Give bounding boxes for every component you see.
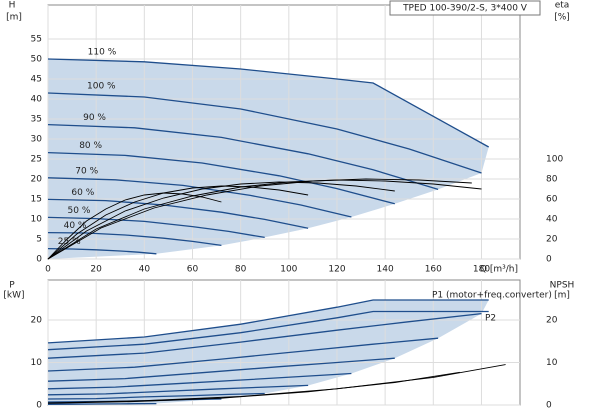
x-tick-label: 80	[235, 265, 247, 275]
y-tick-label: 15	[31, 195, 42, 205]
x-tick-label: 60	[187, 265, 199, 275]
y-tick-label: 10	[31, 215, 43, 225]
y-tick-label: 35	[31, 115, 42, 125]
secondary-curve	[47, 364, 506, 404]
secondary-curve	[47, 185, 309, 260]
y2-tick-label: 0	[546, 401, 552, 411]
y2-tick-label: 40	[546, 215, 558, 225]
x-tick-label: 0	[45, 265, 51, 275]
curve	[47, 299, 489, 344]
x-tick-label: 180	[473, 265, 490, 275]
curve-label: 100 %	[87, 82, 116, 92]
secondary-curve	[47, 179, 482, 260]
curve	[47, 312, 482, 359]
y2-tick-label: 0	[546, 255, 552, 265]
chart-title: TPED 100-390/2-S, 3*400 V	[402, 4, 528, 14]
curve-label: 25 %	[58, 237, 81, 247]
curve-label: 80 %	[79, 141, 102, 151]
curve	[47, 216, 265, 239]
annotation: P2	[485, 314, 496, 324]
curve	[47, 392, 265, 400]
y-tick-label: 45	[31, 75, 42, 85]
curve-label: 50 %	[68, 206, 91, 216]
curve	[47, 357, 395, 382]
y2-axis-label: eta	[555, 1, 570, 11]
y-tick-label: 20	[31, 315, 43, 325]
y-tick-label: 0	[36, 255, 42, 265]
y2-tick-label: 80	[546, 175, 558, 185]
y-tick-label: 20	[31, 175, 43, 185]
y-tick-label: 40	[31, 95, 43, 105]
y2-tick-label: 100	[546, 155, 563, 165]
curve	[47, 247, 157, 255]
x-tick-label: 140	[377, 265, 394, 275]
curve	[47, 231, 222, 247]
y-axis-unit: [m]	[6, 13, 22, 23]
y-axis-label: P	[9, 281, 15, 291]
y-tick-label: 0	[36, 401, 42, 411]
y-tick-label: 50	[31, 55, 43, 65]
x-axis-label: Q [m³/h]	[480, 265, 518, 275]
curve	[47, 177, 352, 218]
curve	[47, 372, 352, 390]
title-box	[389, 0, 541, 16]
x-tick-label: 40	[139, 265, 151, 275]
y2-tick-label: 20	[546, 315, 558, 325]
annotation: P1 (motor+freq.converter)	[432, 291, 552, 301]
secondary-curve	[47, 192, 222, 260]
x-tick-label: 100	[280, 265, 297, 275]
curve	[47, 198, 309, 229]
y-tick-label: 5	[36, 235, 42, 245]
y2-axis-unit: [%]	[554, 13, 570, 23]
curve-label: 60 %	[71, 188, 94, 198]
curve	[47, 92, 482, 174]
y2-axis-unit: [m]	[554, 291, 570, 301]
y-axis-label: H	[9, 1, 16, 11]
curve	[47, 337, 439, 372]
y-tick-label: 10	[31, 358, 43, 368]
y2-tick-label: 60	[546, 195, 558, 205]
y2-axis-label: NPSH	[550, 281, 575, 291]
y-axis-unit: [kW]	[3, 291, 24, 301]
secondary-curve	[47, 178, 472, 260]
y-tick-label: 55	[31, 35, 42, 45]
curve-label: 40 %	[64, 221, 87, 231]
curve	[47, 402, 157, 405]
x-tick-label: 160	[425, 265, 442, 275]
operating-area	[48, 299, 489, 405]
y-tick-label: 30	[31, 135, 43, 145]
y-tick-label: 25	[31, 155, 42, 165]
curve	[47, 384, 309, 396]
curve-label: 110 %	[88, 48, 117, 58]
curve	[47, 123, 439, 191]
y2-tick-label: 10	[546, 358, 558, 368]
curve	[47, 310, 489, 351]
x-tick-label: 20	[90, 265, 102, 275]
y2-tick-label: 20	[546, 235, 558, 245]
curve	[47, 151, 395, 205]
curve-label: 90 %	[83, 113, 106, 123]
curve-label: 70 %	[75, 166, 98, 176]
x-tick-label: 120	[328, 265, 345, 275]
secondary-curve	[47, 181, 395, 260]
curve	[47, 58, 490, 148]
secondary-curve	[47, 371, 460, 404]
